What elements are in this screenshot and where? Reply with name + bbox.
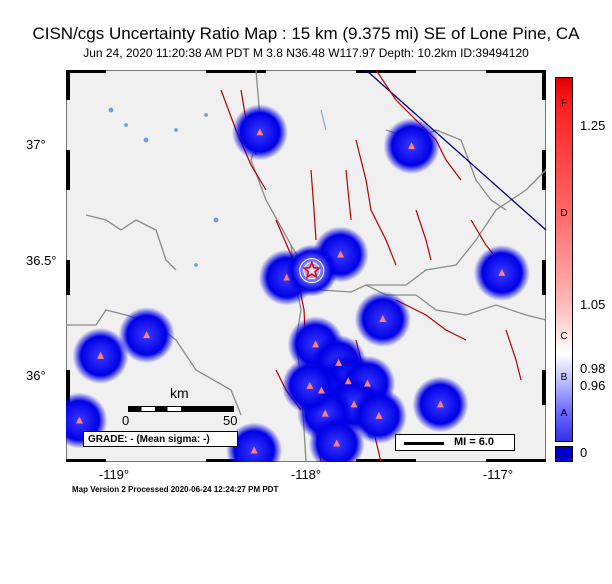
station-triangle-icon	[143, 331, 151, 339]
colorbar-value-1-05: 1.05	[580, 297, 606, 312]
station-triangle-icon	[317, 386, 325, 394]
colorbar-value-0-96: 0.96	[580, 378, 606, 393]
y-tick-37: 37°	[26, 137, 46, 152]
station-triangle-icon	[97, 351, 105, 359]
colorbar	[555, 77, 573, 442]
station-triangle-icon	[408, 142, 416, 150]
station-triangle-icon	[333, 439, 341, 447]
y-tick-36-5: 36.5°	[26, 253, 57, 268]
station-triangle-icon	[250, 446, 258, 454]
colorbar-letter-c: C	[560, 331, 568, 342]
star-icon	[302, 260, 322, 279]
x-tick-117: -117°	[482, 467, 514, 482]
mi-legend-label: MI = 6.0	[454, 436, 495, 448]
colorbar-letter-f: F	[560, 98, 568, 109]
station-triangle-icon	[306, 381, 314, 389]
scale-bar	[128, 406, 234, 412]
scale-end: 50	[223, 413, 238, 428]
colorbar-value-0: 0	[580, 445, 588, 460]
epicenter-contour	[299, 258, 325, 284]
event-info: Jun 24, 2020 11:20:38 AM PDT M 3.8 N36.4…	[83, 46, 529, 60]
station-triangle-icon	[256, 128, 264, 136]
epicenter-uncertainty-circle	[285, 244, 338, 297]
station-triangle-icon	[344, 377, 352, 385]
map-title: CISN/cgs Uncertainty Ratio Map : 15 km (…	[32, 24, 580, 43]
colorbar-value-0-98: 0.98	[580, 361, 606, 376]
station-triangle-icon	[335, 358, 343, 366]
x-tick-118: -118°	[290, 467, 322, 482]
station-triangle-icon	[436, 400, 444, 408]
grade-label: GRADE: - (Mean sigma: -)	[83, 431, 238, 447]
station-triangle-icon	[75, 416, 83, 424]
colorbar-letter-a: A	[560, 408, 568, 419]
scale-start: 0	[122, 413, 130, 428]
station-uncertainty-circle	[226, 422, 283, 462]
station-triangle-icon	[350, 400, 358, 408]
station-triangle-icon	[375, 411, 383, 419]
station-uncertainty-circle	[308, 415, 365, 462]
epicenter-marker	[285, 244, 338, 297]
state-boundary	[365, 70, 546, 231]
station-triangle-icon	[363, 379, 371, 387]
map-frame-ticks	[66, 70, 546, 462]
y-tick-36: 36°	[26, 368, 46, 383]
colorbar-letter-b: B	[560, 372, 568, 383]
mi-legend-line	[404, 442, 444, 445]
x-tick-119: -119°	[98, 467, 130, 482]
uncertainty-map	[66, 70, 546, 462]
colorbar-value-1-25: 1.25	[580, 118, 606, 133]
mi-legend: MI = 6.0	[395, 434, 515, 451]
scale-unit: km	[170, 385, 189, 401]
colorbar-zero-swatch	[555, 446, 573, 462]
station-triangle-icon	[379, 315, 387, 323]
footer-version: Map Version 2 Processed 2020-06-24 12:24…	[72, 485, 279, 494]
station-triangle-icon	[498, 268, 506, 276]
colorbar-letter-d: D	[560, 208, 568, 219]
station-triangle-icon	[312, 340, 320, 348]
station-triangle-icon	[337, 250, 345, 258]
station-triangle-icon	[321, 409, 329, 417]
